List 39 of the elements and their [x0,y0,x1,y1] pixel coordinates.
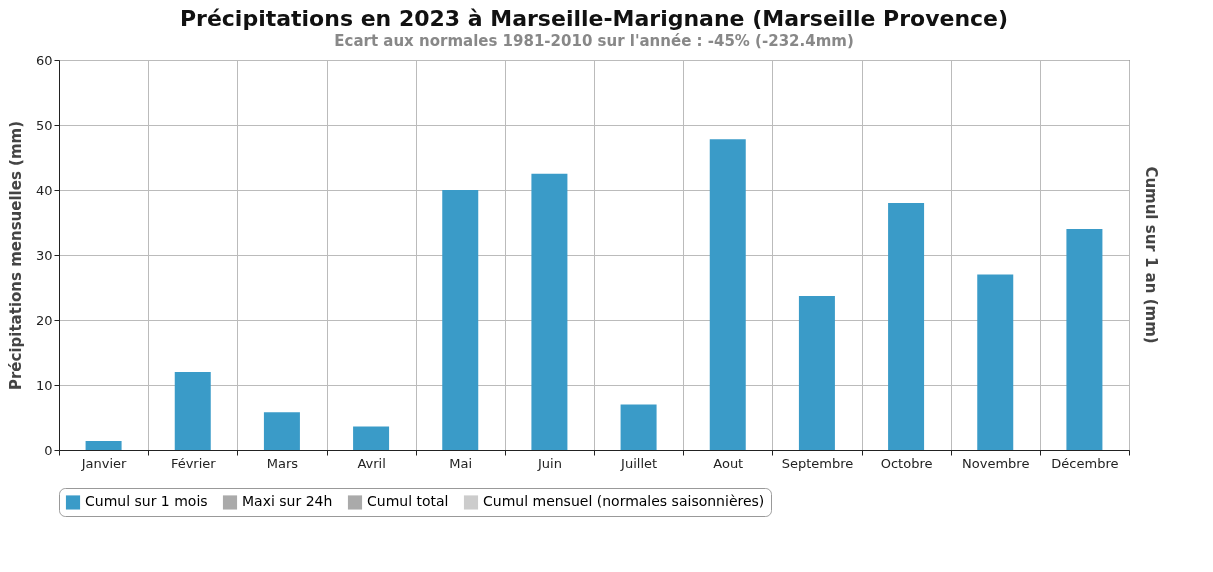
x-tick-label: Février [170,455,217,471]
chart-title: Précipitations en 2023 à Marseille-Marignane (Marseille Provence) [179,6,1009,31]
bar [620,404,657,450]
bar [709,139,746,450]
bar [174,372,211,450]
bar [888,203,925,450]
bar [353,426,390,450]
y-tick-label: 30 [35,247,53,263]
x-tick-label: Octobre [880,455,933,471]
y-tick-label: 0 [44,442,53,458]
x-tick-label: Mai [449,455,473,471]
x-tick-label: Janvier [80,455,128,471]
legend-label: Cumul mensuel (normales saisonnières) [483,493,765,510]
legend-label: Cumul total [367,493,449,510]
y-tick-label: 60 [35,52,53,68]
legend-label: Cumul sur 1 mois [85,493,208,510]
y-tick-label: 50 [35,117,53,133]
x-tick-label: Septembre [781,455,854,471]
x-tick-label: Juin [536,455,562,471]
y-tick-label: 20 [35,312,53,328]
y-tick-label: 10 [35,377,53,393]
x-tick-label: Avril [357,455,386,471]
bar [442,190,479,450]
x-tick-label: Aout [713,455,744,471]
x-tick-label: Novembre [962,455,1030,471]
bar [531,173,568,450]
bar [977,274,1014,450]
y-axis-title: Précipitations mensuelles (mm) [6,120,25,391]
x-tick-label: Mars [266,455,299,471]
chart-subtitle: Ecart aux normales 1981-2010 sur l'année : -45% (-232.4mm) [334,32,854,50]
bar [85,440,122,450]
x-tick-label: Juillet [620,455,658,471]
y2-axis-title: Cumul sur 1 an (mm) [1142,166,1160,344]
bar [1066,229,1103,450]
bar [263,412,300,450]
bar [798,295,835,450]
x-tick-label: Décembre [1051,455,1119,471]
y-tick-label: 40 [35,182,53,198]
legend-label: Maxi sur 24h [242,493,333,510]
